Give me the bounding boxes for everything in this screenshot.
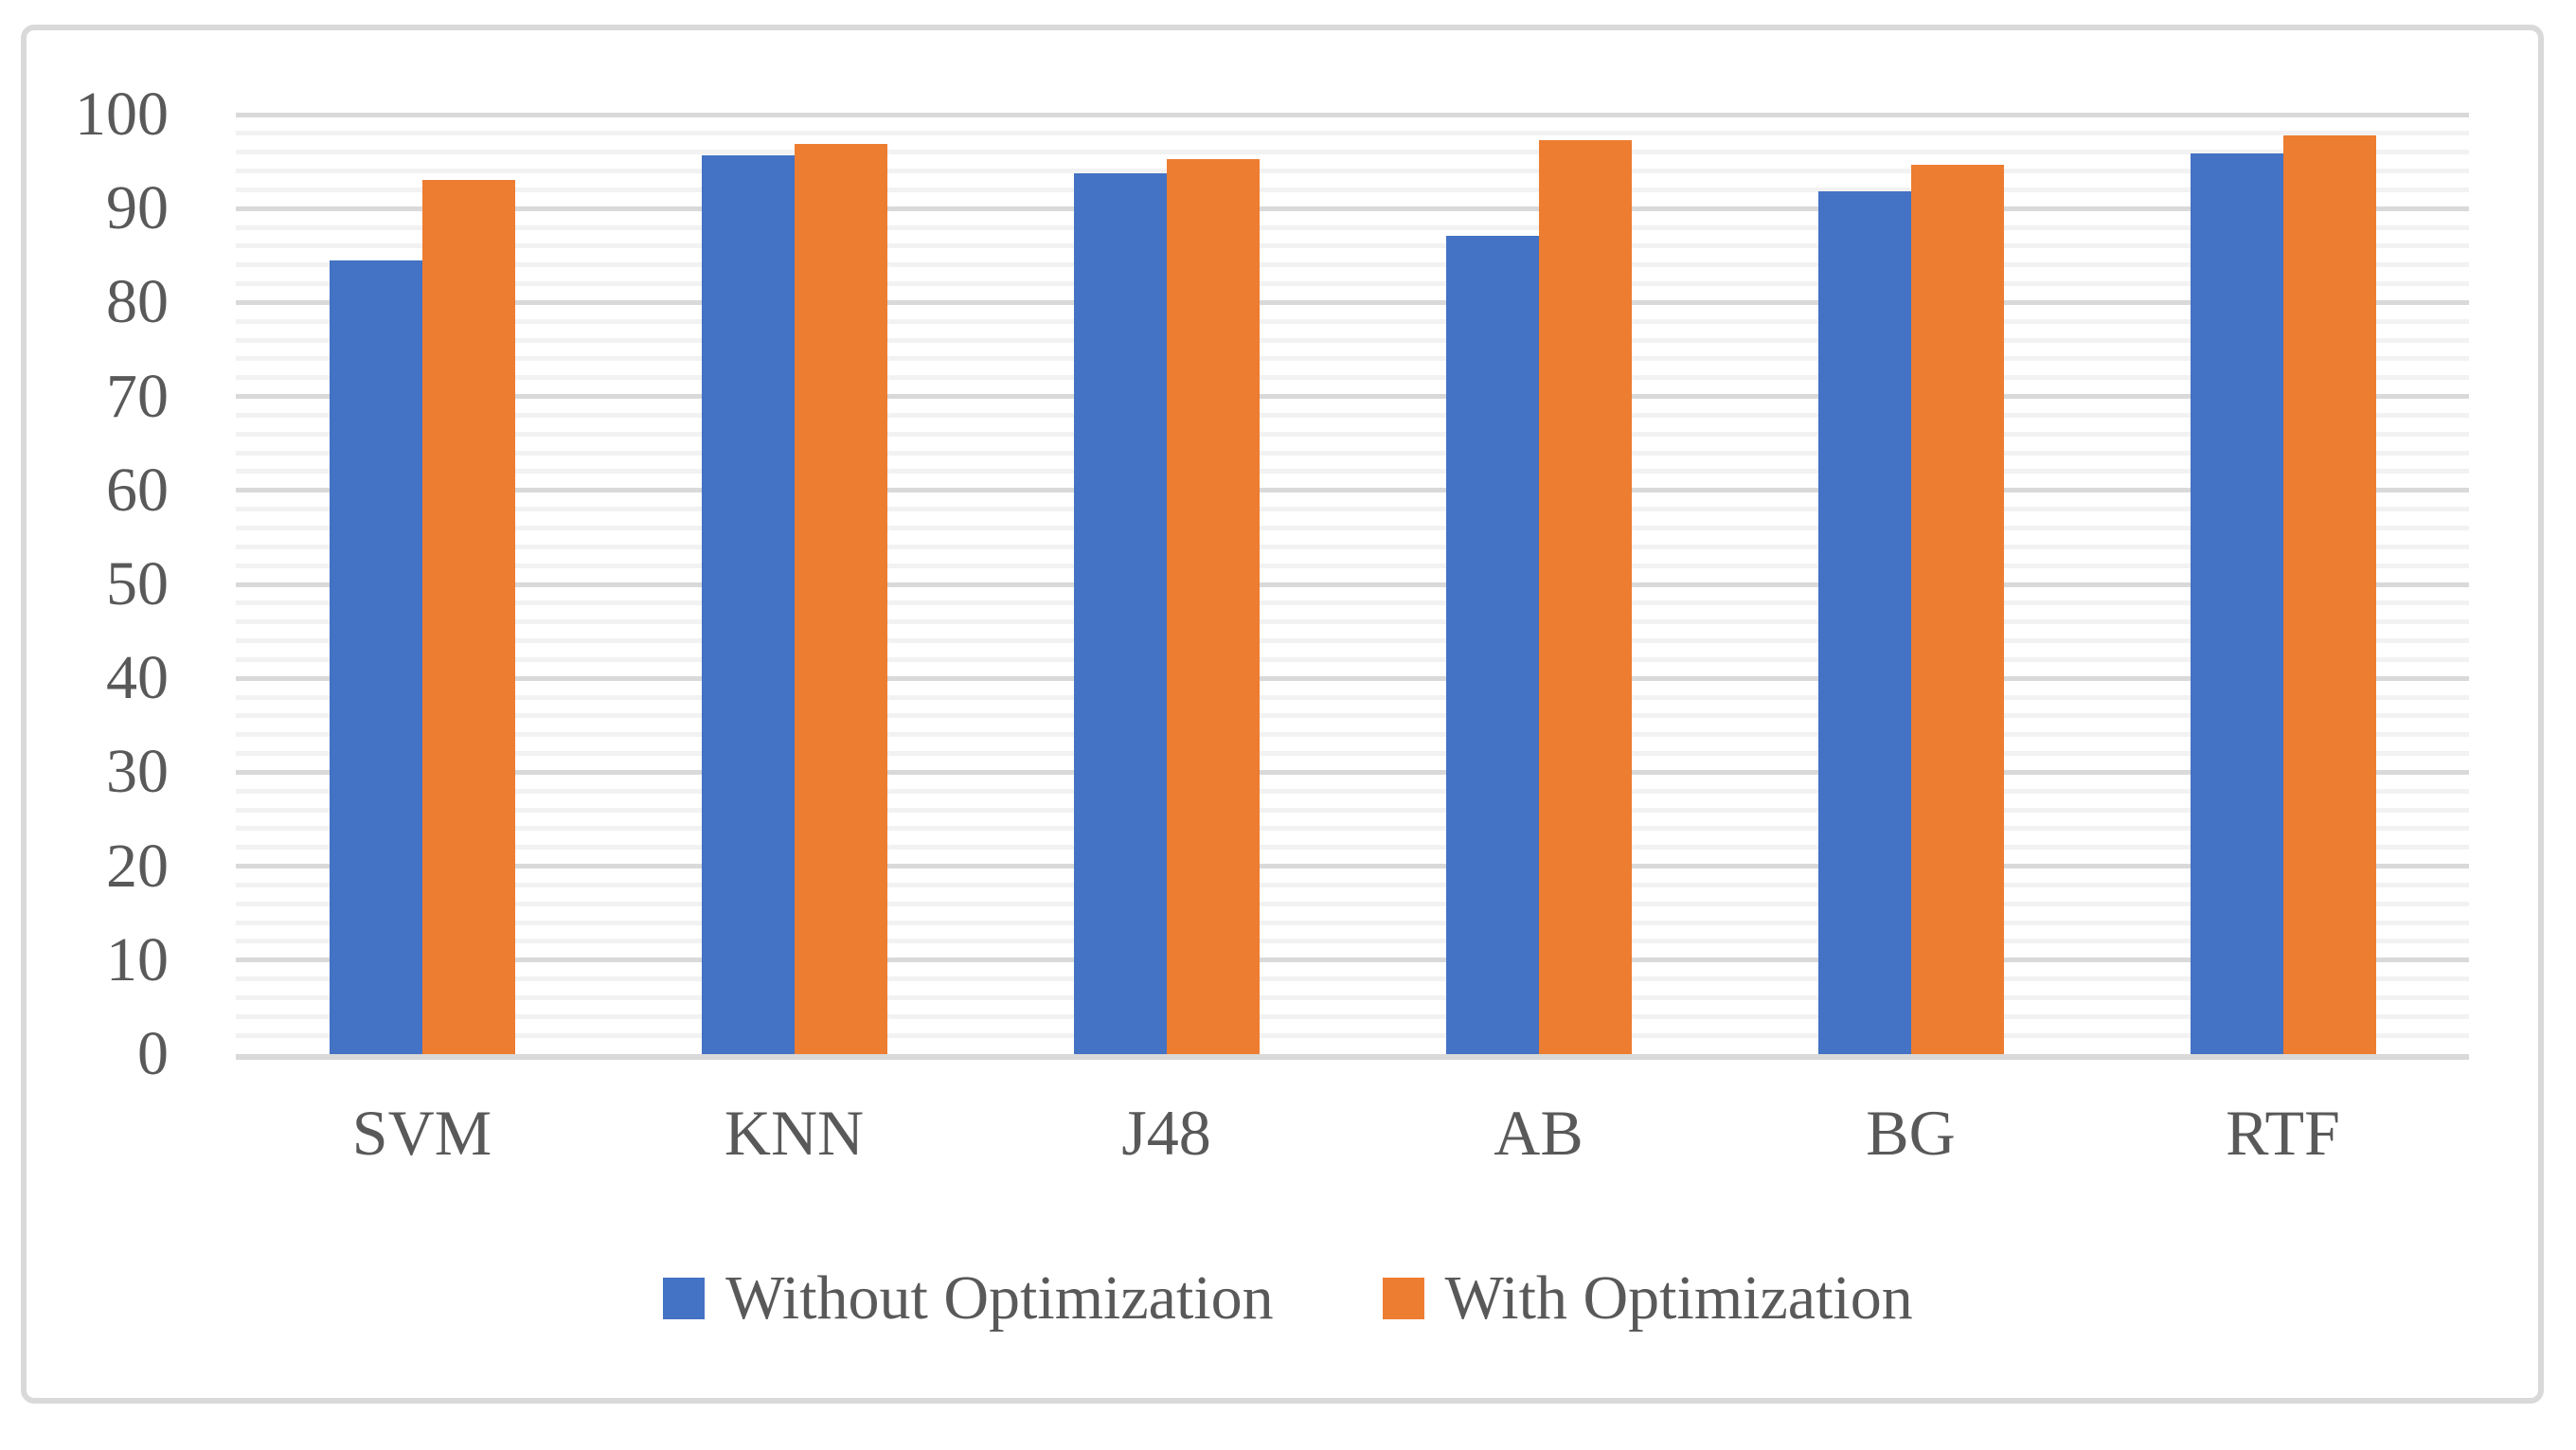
minor-gridline (236, 469, 2469, 474)
minor-gridline (236, 169, 2469, 174)
x-axis-label-j48: J48 (1121, 1097, 1211, 1169)
legend-item-with-optimization: With Optimization (1382, 1263, 1913, 1333)
minor-gridline (236, 281, 2469, 287)
minor-gridline (236, 375, 2469, 381)
x-axis-line (236, 1054, 2469, 1060)
legend-label-with-optimization: With Optimization (1444, 1263, 1913, 1333)
minor-gridline (236, 713, 2469, 719)
major-gridline (236, 769, 2469, 775)
bar-with-optimization-ab (1538, 139, 1632, 1054)
legend-label-without-optimization: Without Optimization (725, 1263, 1274, 1333)
bar-with-optimization-bg (1910, 164, 2004, 1054)
minor-gridline (236, 224, 2469, 230)
x-axis-label-rtf: RTF (2226, 1097, 2340, 1169)
minor-gridline (236, 619, 2469, 625)
y-tick-label-40: 40 (106, 643, 169, 713)
minor-gridline (236, 450, 2469, 456)
minor-gridline (236, 901, 2469, 906)
y-tick-label-70: 70 (106, 361, 169, 431)
major-gridline (236, 582, 2469, 587)
bar-without-optimization-j48 (1073, 172, 1167, 1054)
minor-gridline (236, 807, 2469, 813)
minor-gridline (236, 544, 2469, 549)
y-tick-label-90: 90 (106, 173, 169, 243)
x-axis-label-ab: AB (1494, 1097, 1583, 1169)
minor-gridline (236, 262, 2469, 268)
minor-gridline (236, 131, 2469, 136)
y-tick-label-60: 60 (106, 455, 169, 525)
major-gridline (236, 958, 2469, 963)
y-tick-label-20: 20 (106, 831, 169, 901)
minor-gridline (236, 1032, 2469, 1038)
minor-gridline (236, 826, 2469, 832)
minor-gridline (236, 732, 2469, 738)
minor-gridline (236, 337, 2469, 343)
minor-gridline (236, 788, 2469, 794)
y-tick-label-80: 80 (106, 267, 169, 337)
minor-gridline (236, 751, 2469, 757)
minor-gridline (236, 939, 2469, 944)
minor-gridline (236, 600, 2469, 606)
y-tick-label-0: 0 (137, 1019, 169, 1088)
minor-gridline (236, 412, 2469, 418)
bar-with-optimization-knn (794, 143, 887, 1054)
y-tick-label-30: 30 (106, 737, 169, 807)
minor-gridline (236, 638, 2469, 644)
minor-gridline (236, 563, 2469, 568)
minor-gridline (236, 1013, 2469, 1019)
major-gridline (236, 206, 2469, 211)
minor-gridline (236, 431, 2469, 437)
x-axis-label-bg: BG (1866, 1097, 1956, 1169)
minor-gridline (236, 525, 2469, 530)
y-tick-label-10: 10 (106, 924, 169, 994)
bar-without-optimization-svm (329, 260, 422, 1054)
major-gridline (236, 299, 2469, 305)
x-axis-label-svm: SVM (351, 1097, 492, 1169)
minor-gridline (236, 507, 2469, 512)
bar-with-optimization-svm (421, 180, 515, 1054)
major-gridline (236, 864, 2469, 869)
minor-gridline (236, 882, 2469, 887)
bar-without-optimization-ab (1445, 235, 1539, 1054)
y-tick-label-100: 100 (75, 80, 169, 149)
minor-gridline (236, 150, 2469, 155)
minor-gridline (236, 318, 2469, 324)
major-gridline (236, 488, 2469, 493)
bar-without-optimization-rtf (2190, 152, 2283, 1054)
minor-gridline (236, 976, 2469, 982)
minor-gridline (236, 920, 2469, 925)
legend-swatch-without-optimization (663, 1278, 706, 1319)
major-gridline (236, 394, 2469, 400)
bar-without-optimization-knn (701, 154, 795, 1054)
minor-gridline (236, 994, 2469, 1000)
minor-gridline (236, 187, 2469, 192)
plot-area (236, 112, 2469, 1054)
bar-with-optimization-rtf (2282, 134, 2376, 1054)
major-gridline (236, 112, 2469, 117)
minor-gridline (236, 243, 2469, 249)
bar-without-optimization-bg (1817, 191, 1911, 1054)
legend-swatch-with-optimization (1382, 1278, 1424, 1319)
y-tick-label-50: 50 (106, 549, 169, 618)
bar-with-optimization-j48 (1166, 158, 1260, 1054)
major-gridline (236, 675, 2469, 681)
legend-item-without-optimization: Without Optimization (663, 1263, 1274, 1333)
x-axis-label-knn: KNN (724, 1097, 865, 1169)
minor-gridline (236, 694, 2469, 700)
minor-gridline (236, 845, 2469, 850)
legend: Without Optimization With Optimization (21, 1267, 2555, 1330)
minor-gridline (236, 656, 2469, 662)
minor-gridline (236, 356, 2469, 362)
